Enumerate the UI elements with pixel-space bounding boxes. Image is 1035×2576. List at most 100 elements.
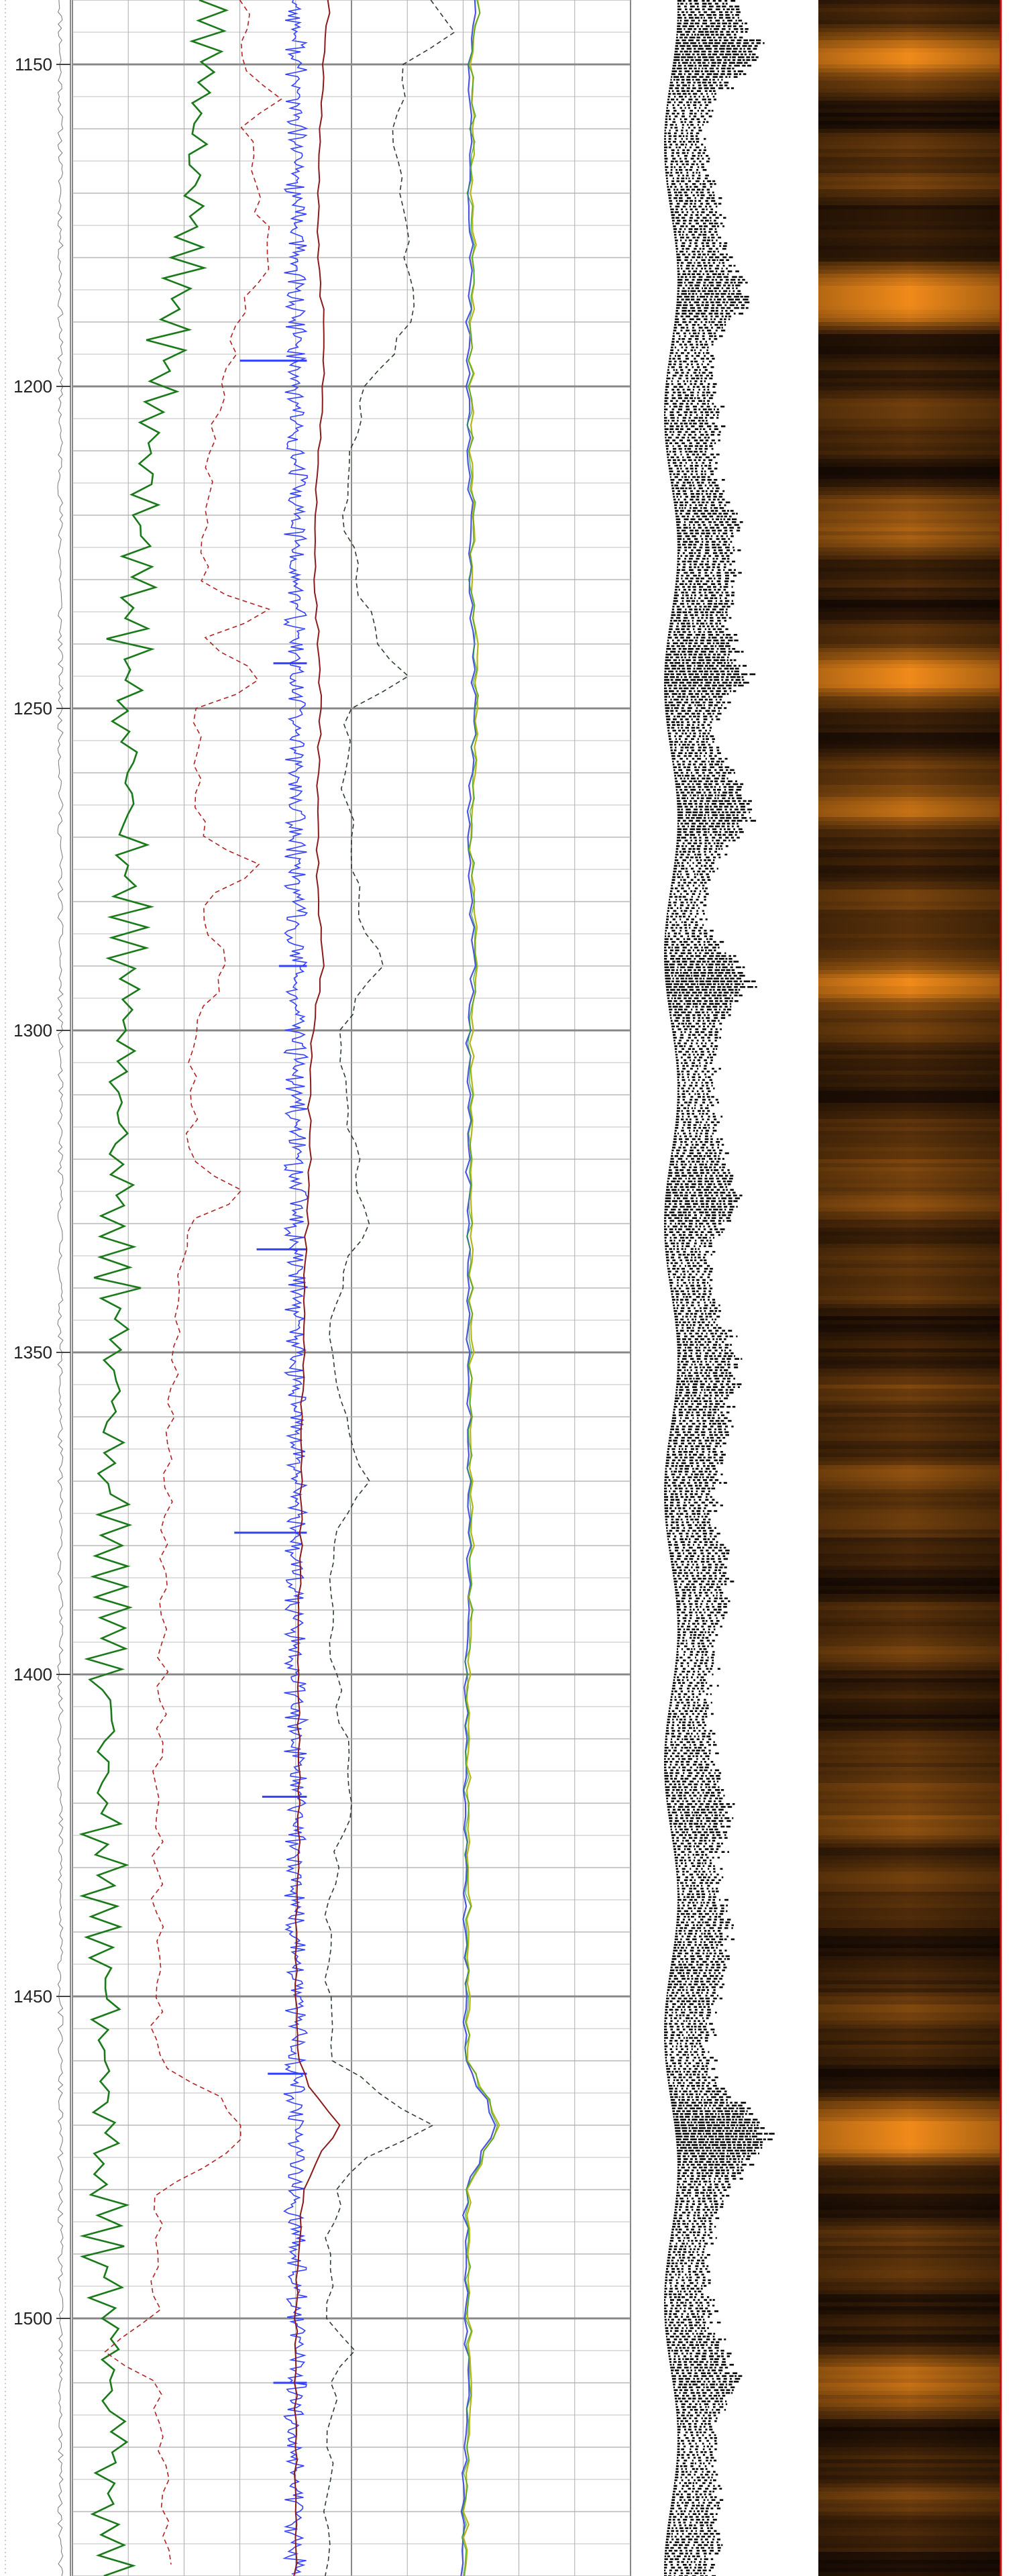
waveform-stripe [675,786,681,788]
waveform-stripe [669,896,673,898]
waveform-stripe [684,1028,688,1030]
waveform-stripe [664,1236,667,1239]
waveform-stripe [685,414,688,416]
waveform-stripe [664,160,667,162]
waveform-stripe [692,743,695,746]
waveform-stripe [687,743,690,746]
waveform-stripe [688,1011,692,1014]
waveform-stripe [697,366,700,368]
waveform-stripe [720,31,724,33]
waveform-stripe [677,231,682,233]
waveform-stripe [712,642,715,645]
waveform-stripe [726,560,730,563]
waveform-stripe [720,313,724,315]
waveform-stripe [711,710,716,712]
waveform-stripe [728,616,732,619]
waveform-stripe [722,490,725,492]
waveform-stripe [712,569,714,571]
waveform-stripe [681,129,684,131]
waveform-stripe [681,1062,683,1064]
waveform-stripe [679,462,682,464]
waveform-stripe [667,932,670,934]
waveform-stripe [670,907,673,909]
waveform-stripe [722,682,728,684]
waveform-stripe [692,264,695,267]
waveform-stripe [677,997,682,1000]
waveform-stripe [713,977,719,979]
waveform-stripe [706,1006,711,1008]
waveform-stripe [717,70,719,72]
waveform-stripe [667,462,670,464]
waveform-stripe [724,853,728,856]
waveform-stripe [666,107,668,109]
waveform-stripe [671,90,674,92]
waveform-stripe [686,174,689,176]
waveform-stripe [672,1234,675,1236]
waveform-stripe [708,1183,712,1185]
waveform-stripe [694,566,696,568]
waveform-stripe [708,1076,711,1078]
waveform-stripe [715,217,719,219]
waveform-stripe [749,817,751,819]
waveform-stripe [696,797,700,800]
waveform-stripe [689,926,691,929]
waveform-stripe [696,1132,698,1134]
waveform-stripe [678,101,683,103]
waveform-stripe [713,586,716,588]
waveform-stripe [682,729,686,732]
waveform-stripe [700,902,704,904]
waveform-stripe [725,679,729,681]
waveform-stripe [699,1065,701,1067]
waveform-stripe [702,186,706,188]
waveform-stripe [720,254,724,256]
waveform-stripe [730,11,732,13]
waveform-stripe [708,287,711,289]
waveform-stripe [687,341,692,343]
waveform-stripe [692,1034,696,1036]
waveform-stripe [680,1104,684,1106]
waveform-stripe [691,907,695,909]
waveform-stripe [689,1175,694,1177]
waveform-stripe [700,445,703,447]
waveform-stripe [700,473,704,476]
waveform-stripe [687,152,689,154]
waveform-stripe [686,817,690,819]
waveform-stripe [700,639,705,641]
waveform-stripe [702,766,706,768]
waveform-stripe [665,1254,669,1256]
waveform-stripe [704,986,709,988]
waveform-stripe [665,386,669,388]
waveform-stripe [677,755,681,757]
waveform-stripe [728,569,732,571]
waveform-stripe [674,1262,678,1265]
waveform-stripe [690,307,695,309]
waveform-stripe [719,14,724,16]
waveform-stripe [684,969,686,971]
waveform-stripe [693,574,697,577]
waveform-stripe [703,1307,708,1309]
waveform-stripe [692,484,695,486]
waveform-stripe [686,372,690,374]
waveform-stripe [673,132,677,134]
waveform-stripe [727,25,732,28]
waveform-stripe [684,349,687,352]
waveform-stripe [676,67,682,70]
waveform-stripe [698,352,701,354]
waveform-stripe [704,1191,707,1194]
waveform-stripe [694,1163,697,1166]
waveform-stripe [709,256,714,258]
waveform-stripe [681,628,685,631]
waveform-stripe [684,789,688,791]
waveform-stripe [722,1214,726,1216]
waveform-stripe [690,955,694,957]
waveform-stripe [726,1220,731,1222]
waveform-stripe [725,546,730,549]
waveform-stripe [722,22,728,25]
waveform-stripe [686,1110,690,1112]
waveform-stripe [721,70,725,72]
waveform-stripe [705,1163,708,1166]
waveform-stripe [679,926,683,929]
waveform-stripe [707,961,710,963]
waveform-stripe [720,560,724,563]
waveform-stripe [697,679,704,681]
